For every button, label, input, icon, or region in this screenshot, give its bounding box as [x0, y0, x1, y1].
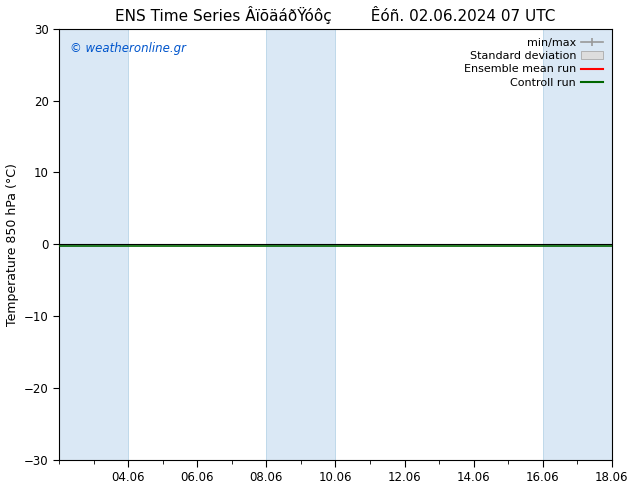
Legend: min/max, Standard deviation, Ensemble mean run, Controll run: min/max, Standard deviation, Ensemble me… [460, 34, 606, 91]
Title: ENS Time Series ÂïõäáðŸóôç        Êóñ. 02.06.2024 07 UTC: ENS Time Series ÂïõäáðŸóôç Êóñ. 02.06.20… [115, 5, 555, 24]
Bar [543, 29, 612, 460]
Bar [266, 29, 335, 460]
Y-axis label: Temperature 850 hPa (°C): Temperature 850 hPa (°C) [6, 163, 18, 326]
Text: © weatheronline.gr: © weatheronline.gr [70, 42, 186, 55]
Bar [59, 29, 128, 460]
